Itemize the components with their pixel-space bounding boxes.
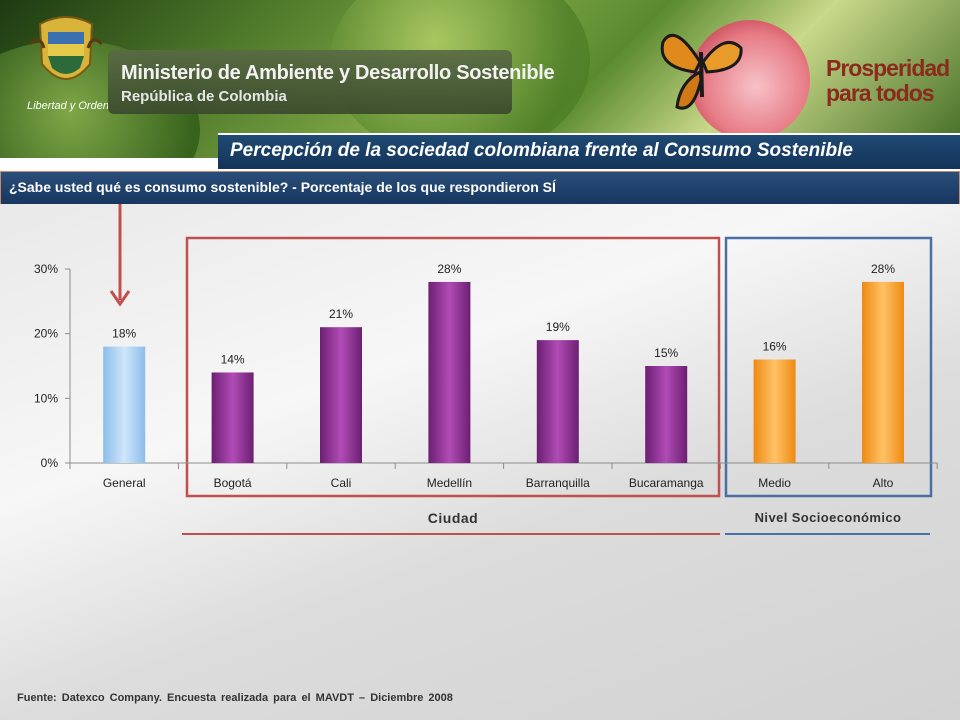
arrow-down-icon [109, 290, 131, 307]
bar-general [103, 346, 146, 463]
category-label: Cali [331, 476, 352, 490]
source-note: Fuente: Datexco Company. Encuesta realiz… [17, 692, 453, 704]
category-label: Bucaramanga [629, 476, 704, 490]
bar-ciudad [428, 281, 471, 463]
category-label: Medellín [427, 476, 472, 490]
ministry-name: Ministerio de Ambiente y Desarrollo Sost… [121, 62, 555, 84]
y-tick-label: 30% [34, 262, 58, 276]
data-label: 28% [437, 262, 461, 276]
ciudad-group-label: Ciudad [428, 510, 478, 526]
data-label: 14% [221, 352, 245, 366]
crest-motto: Libertad y Orden [27, 100, 109, 112]
category-label: Alto [873, 476, 894, 490]
bar-ciudad [645, 366, 688, 463]
category-label: Bogotá [214, 476, 252, 490]
coat-of-arms-icon [30, 16, 102, 80]
data-label: 19% [546, 320, 570, 334]
bar-nivel [862, 281, 904, 463]
question-text: ¿Sabe usted qué es consumo sostenible? -… [9, 179, 556, 195]
y-tick-label: 20% [34, 327, 58, 341]
bar-ciudad [211, 372, 254, 463]
y-tick-label: 0% [41, 456, 59, 470]
butterfly-icon [660, 33, 743, 110]
ciudad-group-box [185, 236, 721, 498]
data-label: 21% [329, 307, 353, 321]
nivel-group-box [724, 236, 933, 498]
data-label: 18% [112, 327, 136, 341]
slogan-line2: para todos [826, 80, 935, 106]
category-label: Medio [758, 476, 791, 490]
page-title: Percepción de la sociedad colombiana fre… [230, 140, 853, 161]
bar-nivel [753, 359, 796, 463]
bar-ciudad [320, 327, 362, 463]
ministry-subtitle: República de Colombia [121, 88, 287, 105]
data-label: 15% [654, 346, 678, 360]
data-label: 28% [871, 262, 895, 276]
flower-image [690, 20, 810, 140]
bar-ciudad [536, 340, 579, 463]
content-background [0, 204, 960, 720]
title-bar: Percepción de la sociedad colombiana fre… [218, 133, 960, 169]
nivel-group-label: Nivel Socioeconómico [755, 510, 902, 525]
ministry-plaque [108, 50, 512, 114]
category-label: Barranquilla [526, 476, 590, 490]
y-tick-label: 10% [34, 391, 58, 405]
slogan-line1: Prosperidad [826, 55, 950, 81]
data-label: 16% [763, 340, 787, 354]
category-label: General [103, 476, 146, 490]
